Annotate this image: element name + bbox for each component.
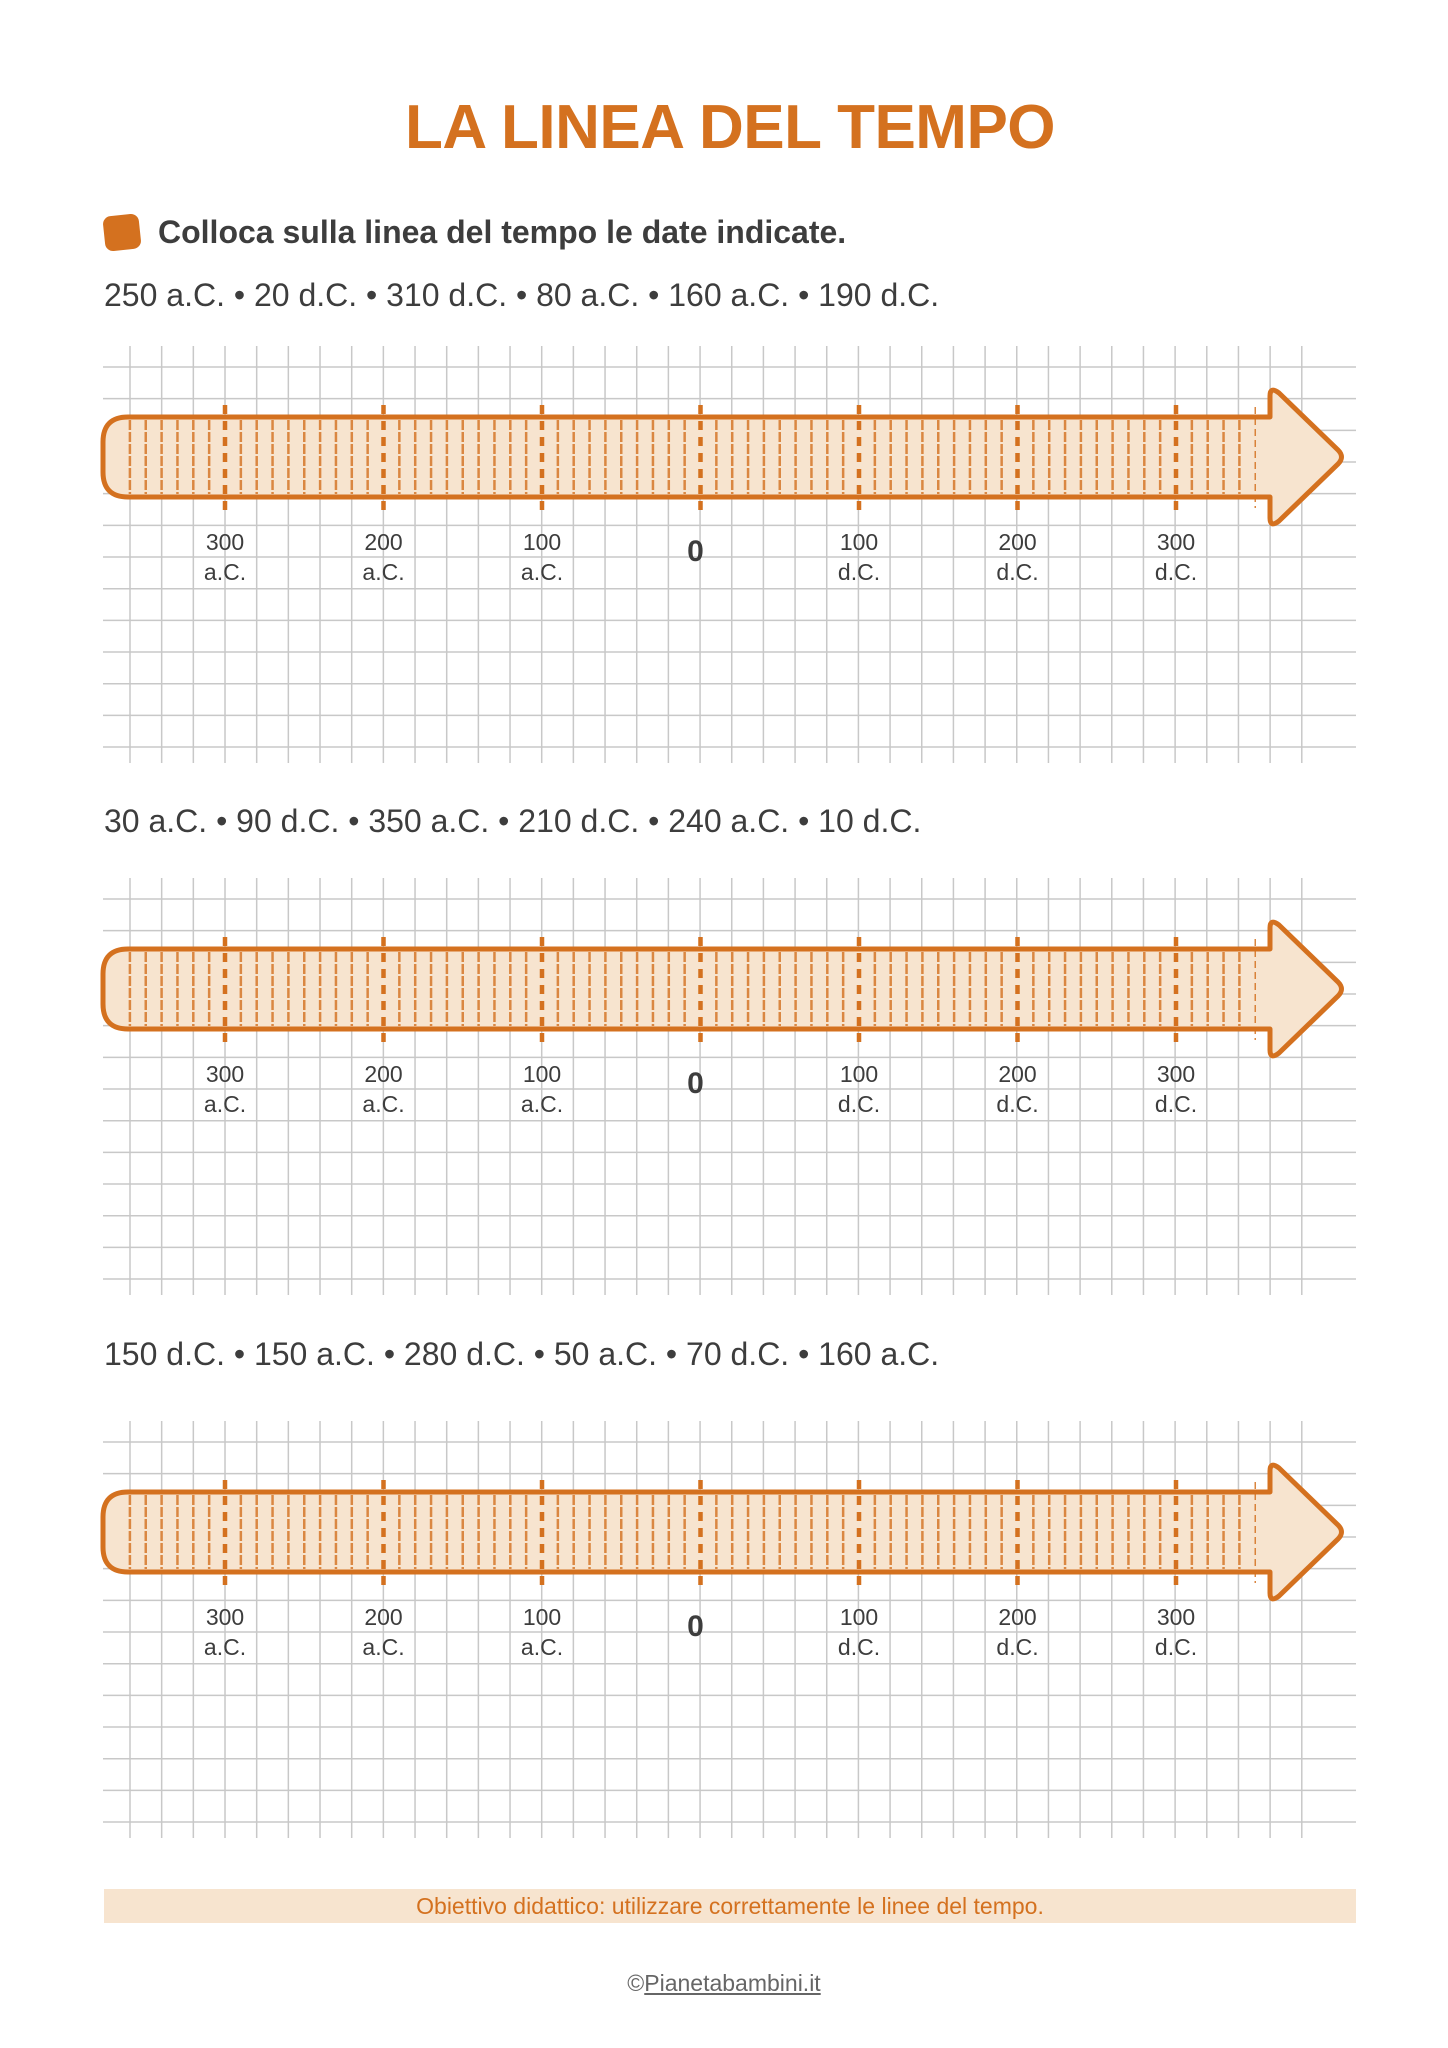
timeline-svg: 300 a.C. 200 a.C. 100 a.C. 0 100 d.C. 200 d.C. 300 d… <box>100 346 1356 763</box>
timeline-1: 300 a.C. 200 a.C. 100 a.C. 0 100 d.C. 200 d.C. 300 d… <box>0 346 1448 766</box>
tick-label-era: a.C. <box>521 1091 563 1117</box>
tick-label-number: 200 <box>364 1604 402 1630</box>
tick-label-era: d.C. <box>996 559 1038 585</box>
timeline-arrow <box>100 1462 1344 1602</box>
tick-label-era: d.C. <box>838 1091 880 1117</box>
tick-label-number: 100 <box>523 1061 561 1087</box>
tick-label-era: d.C. <box>838 1634 880 1660</box>
tick-label-zero: 0 <box>687 1067 704 1100</box>
orange-square-bullet-icon <box>102 213 142 252</box>
tick-label-number: 100 <box>840 1604 878 1630</box>
tick-label-era: d.C. <box>996 1091 1038 1117</box>
timeline-3: 300 a.C. 200 a.C. 100 a.C. 0 100 d.C. 200 d.C. 300 d… <box>0 1421 1448 1841</box>
tick-label-number: 300 <box>1157 1061 1195 1087</box>
tick-label-number: 100 <box>523 1604 561 1630</box>
tick-label-number: 100 <box>840 1061 878 1087</box>
tick-label-era: a.C. <box>362 1091 404 1117</box>
tick-label-number: 200 <box>364 529 402 555</box>
tick-label-number: 200 <box>998 529 1036 555</box>
tick-label-era: a.C. <box>204 1634 246 1660</box>
instruction: Colloca sulla linea del tempo le date in… <box>102 213 847 252</box>
exercise-2-dates: 30 a.C. • 90 d.C. • 350 a.C. • 210 d.C. … <box>104 803 922 839</box>
tick-label-zero: 0 <box>687 1610 704 1643</box>
timeline-svg: 300 a.C. 200 a.C. 100 a.C. 0 100 d.C. 200 d.C. 300 d… <box>100 878 1356 1295</box>
timeline-svg: 300 a.C. 200 a.C. 100 a.C. 0 100 d.C. 200 d.C. 300 d… <box>100 1421 1356 1838</box>
exercise-1-dates: 250 a.C. • 20 d.C. • 310 d.C. • 80 a.C. … <box>104 277 940 313</box>
tick-label-number: 300 <box>1157 1604 1195 1630</box>
tick-label-number: 100 <box>523 529 561 555</box>
tick-label-era: a.C. <box>521 559 563 585</box>
tick-label-number: 200 <box>998 1604 1036 1630</box>
tick-label-era: a.C. <box>362 559 404 585</box>
tick-label-era: d.C. <box>1155 1091 1197 1117</box>
tick-label-number: 100 <box>840 529 878 555</box>
tick-label-era: a.C. <box>204 1091 246 1117</box>
page-title: LA LINEA DEL TEMPO <box>404 93 1056 162</box>
tick-label-zero: 0 <box>687 535 704 568</box>
tick-label-number: 300 <box>206 1061 244 1087</box>
copyright-symbol: © <box>627 1970 645 1996</box>
timeline-arrow <box>100 387 1344 527</box>
tick-label-era: a.C. <box>521 1634 563 1660</box>
objective-text: Obiettivo didattico: utilizzare corretta… <box>416 1892 1044 1919</box>
exercise-3-dates: 150 d.C. • 150 a.C. • 280 d.C. • 50 a.C.… <box>104 1336 940 1372</box>
timeline-2: 300 a.C. 200 a.C. 100 a.C. 0 100 d.C. 200 d.C. 300 d… <box>0 878 1448 1298</box>
tick-label-era: a.C. <box>204 559 246 585</box>
tick-label-era: a.C. <box>362 1634 404 1660</box>
tick-label-era: d.C. <box>1155 1634 1197 1660</box>
copyright: ©Pianetabambini.it <box>0 1970 1448 1997</box>
tick-label-number: 200 <box>998 1061 1036 1087</box>
tick-label-number: 300 <box>1157 529 1195 555</box>
tick-label-era: d.C. <box>1155 559 1197 585</box>
timeline-arrow <box>100 919 1344 1059</box>
tick-label-era: d.C. <box>996 1634 1038 1660</box>
instruction-text: Colloca sulla linea del tempo le date in… <box>158 214 847 250</box>
tick-label-number: 300 <box>206 1604 244 1630</box>
tick-label-era: d.C. <box>838 559 880 585</box>
objective-banner: Obiettivo didattico: utilizzare corretta… <box>104 1889 1356 1923</box>
tick-label-number: 300 <box>206 529 244 555</box>
tick-label-number: 200 <box>364 1061 402 1087</box>
site-link[interactable]: Pianetabambini.it <box>644 1970 821 1996</box>
